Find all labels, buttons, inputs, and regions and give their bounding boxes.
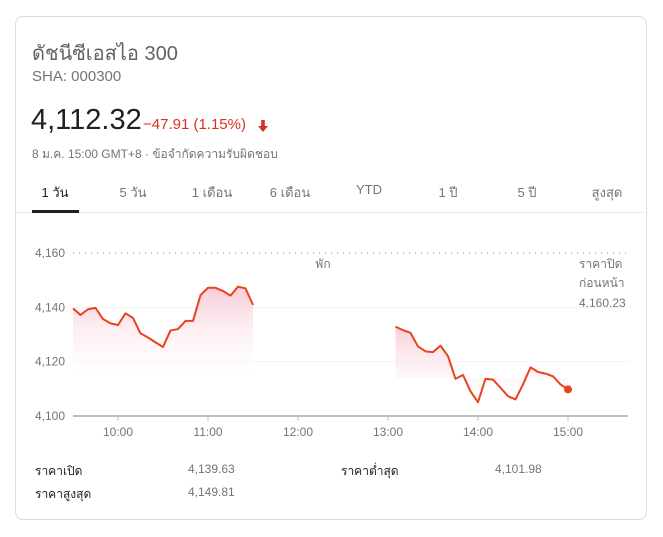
- tab-5-years[interactable]: 5 ปี: [517, 185, 537, 200]
- tab-max[interactable]: สูงสุด: [591, 185, 623, 200]
- active-tab-indicator: [32, 210, 79, 213]
- range-tabs: 1 วัน 5 วัน 1 เดือน 6 เดือน YTD 1 ปี 5 ป…: [16, 172, 644, 213]
- x-tick-label: 15:00: [553, 425, 583, 439]
- y-tick-label: 4,160: [35, 246, 65, 260]
- low-value: 4,101.98: [495, 462, 542, 476]
- timestamp-disclaimer: 8 ม.ค. 15:00 GMT+8 · ข้อจำกัดความรับผิดช…: [32, 147, 278, 161]
- current-price: 4,112.32: [31, 104, 142, 136]
- x-tick-label: 11:00: [193, 425, 222, 439]
- tab-1-year[interactable]: 1 ปี: [438, 185, 458, 200]
- prev-close-label-2: ก่อนหน้า: [579, 276, 625, 290]
- x-tick-label: 13:00: [373, 425, 403, 439]
- series-line-morning: [72, 285, 254, 348]
- y-tick-label: 4,120: [35, 355, 65, 369]
- series-line-afternoon: [395, 325, 569, 404]
- last-price-dot: [564, 385, 572, 394]
- stock-card: [15, 16, 647, 520]
- y-tick-label: 4,140: [35, 300, 65, 314]
- lunch-break-label: พัก: [315, 257, 330, 271]
- series-area-morning: [73, 286, 253, 378]
- open-value: 4,139.63: [188, 462, 235, 476]
- x-tick-label: 10:00: [103, 425, 133, 439]
- prev-close-label: ราคาปิด: [579, 257, 622, 271]
- high-label: ราคาสูงสุด: [35, 487, 92, 501]
- prev-close-value: 4,160.23: [579, 296, 626, 310]
- x-tick-label: 12:00: [283, 425, 313, 439]
- tab-1-month[interactable]: 1 เดือน: [191, 185, 233, 200]
- tab-ytd[interactable]: YTD: [356, 182, 382, 197]
- ticker-symbol: SHA: 000300: [32, 68, 122, 85]
- tab-1-day[interactable]: 1 วัน: [41, 185, 69, 200]
- open-label: ราคาเปิด: [35, 464, 83, 478]
- high-value: 4,149.81: [188, 485, 235, 499]
- y-tick-label: 4,100: [35, 409, 65, 423]
- arrow-down-icon: [257, 116, 269, 137]
- tab-6-months[interactable]: 6 เดือน: [269, 185, 311, 200]
- series-area-afternoon: [395, 326, 568, 403]
- tab-5-days[interactable]: 5 วัน: [119, 185, 147, 200]
- x-tick-label: 14:00: [463, 425, 493, 439]
- low-label: ราคาต่ำสุด: [341, 464, 399, 478]
- price-change: −47.91 (1.15%): [143, 116, 246, 133]
- index-title: ดัชนีซีเอสไอ 300: [32, 43, 178, 65]
